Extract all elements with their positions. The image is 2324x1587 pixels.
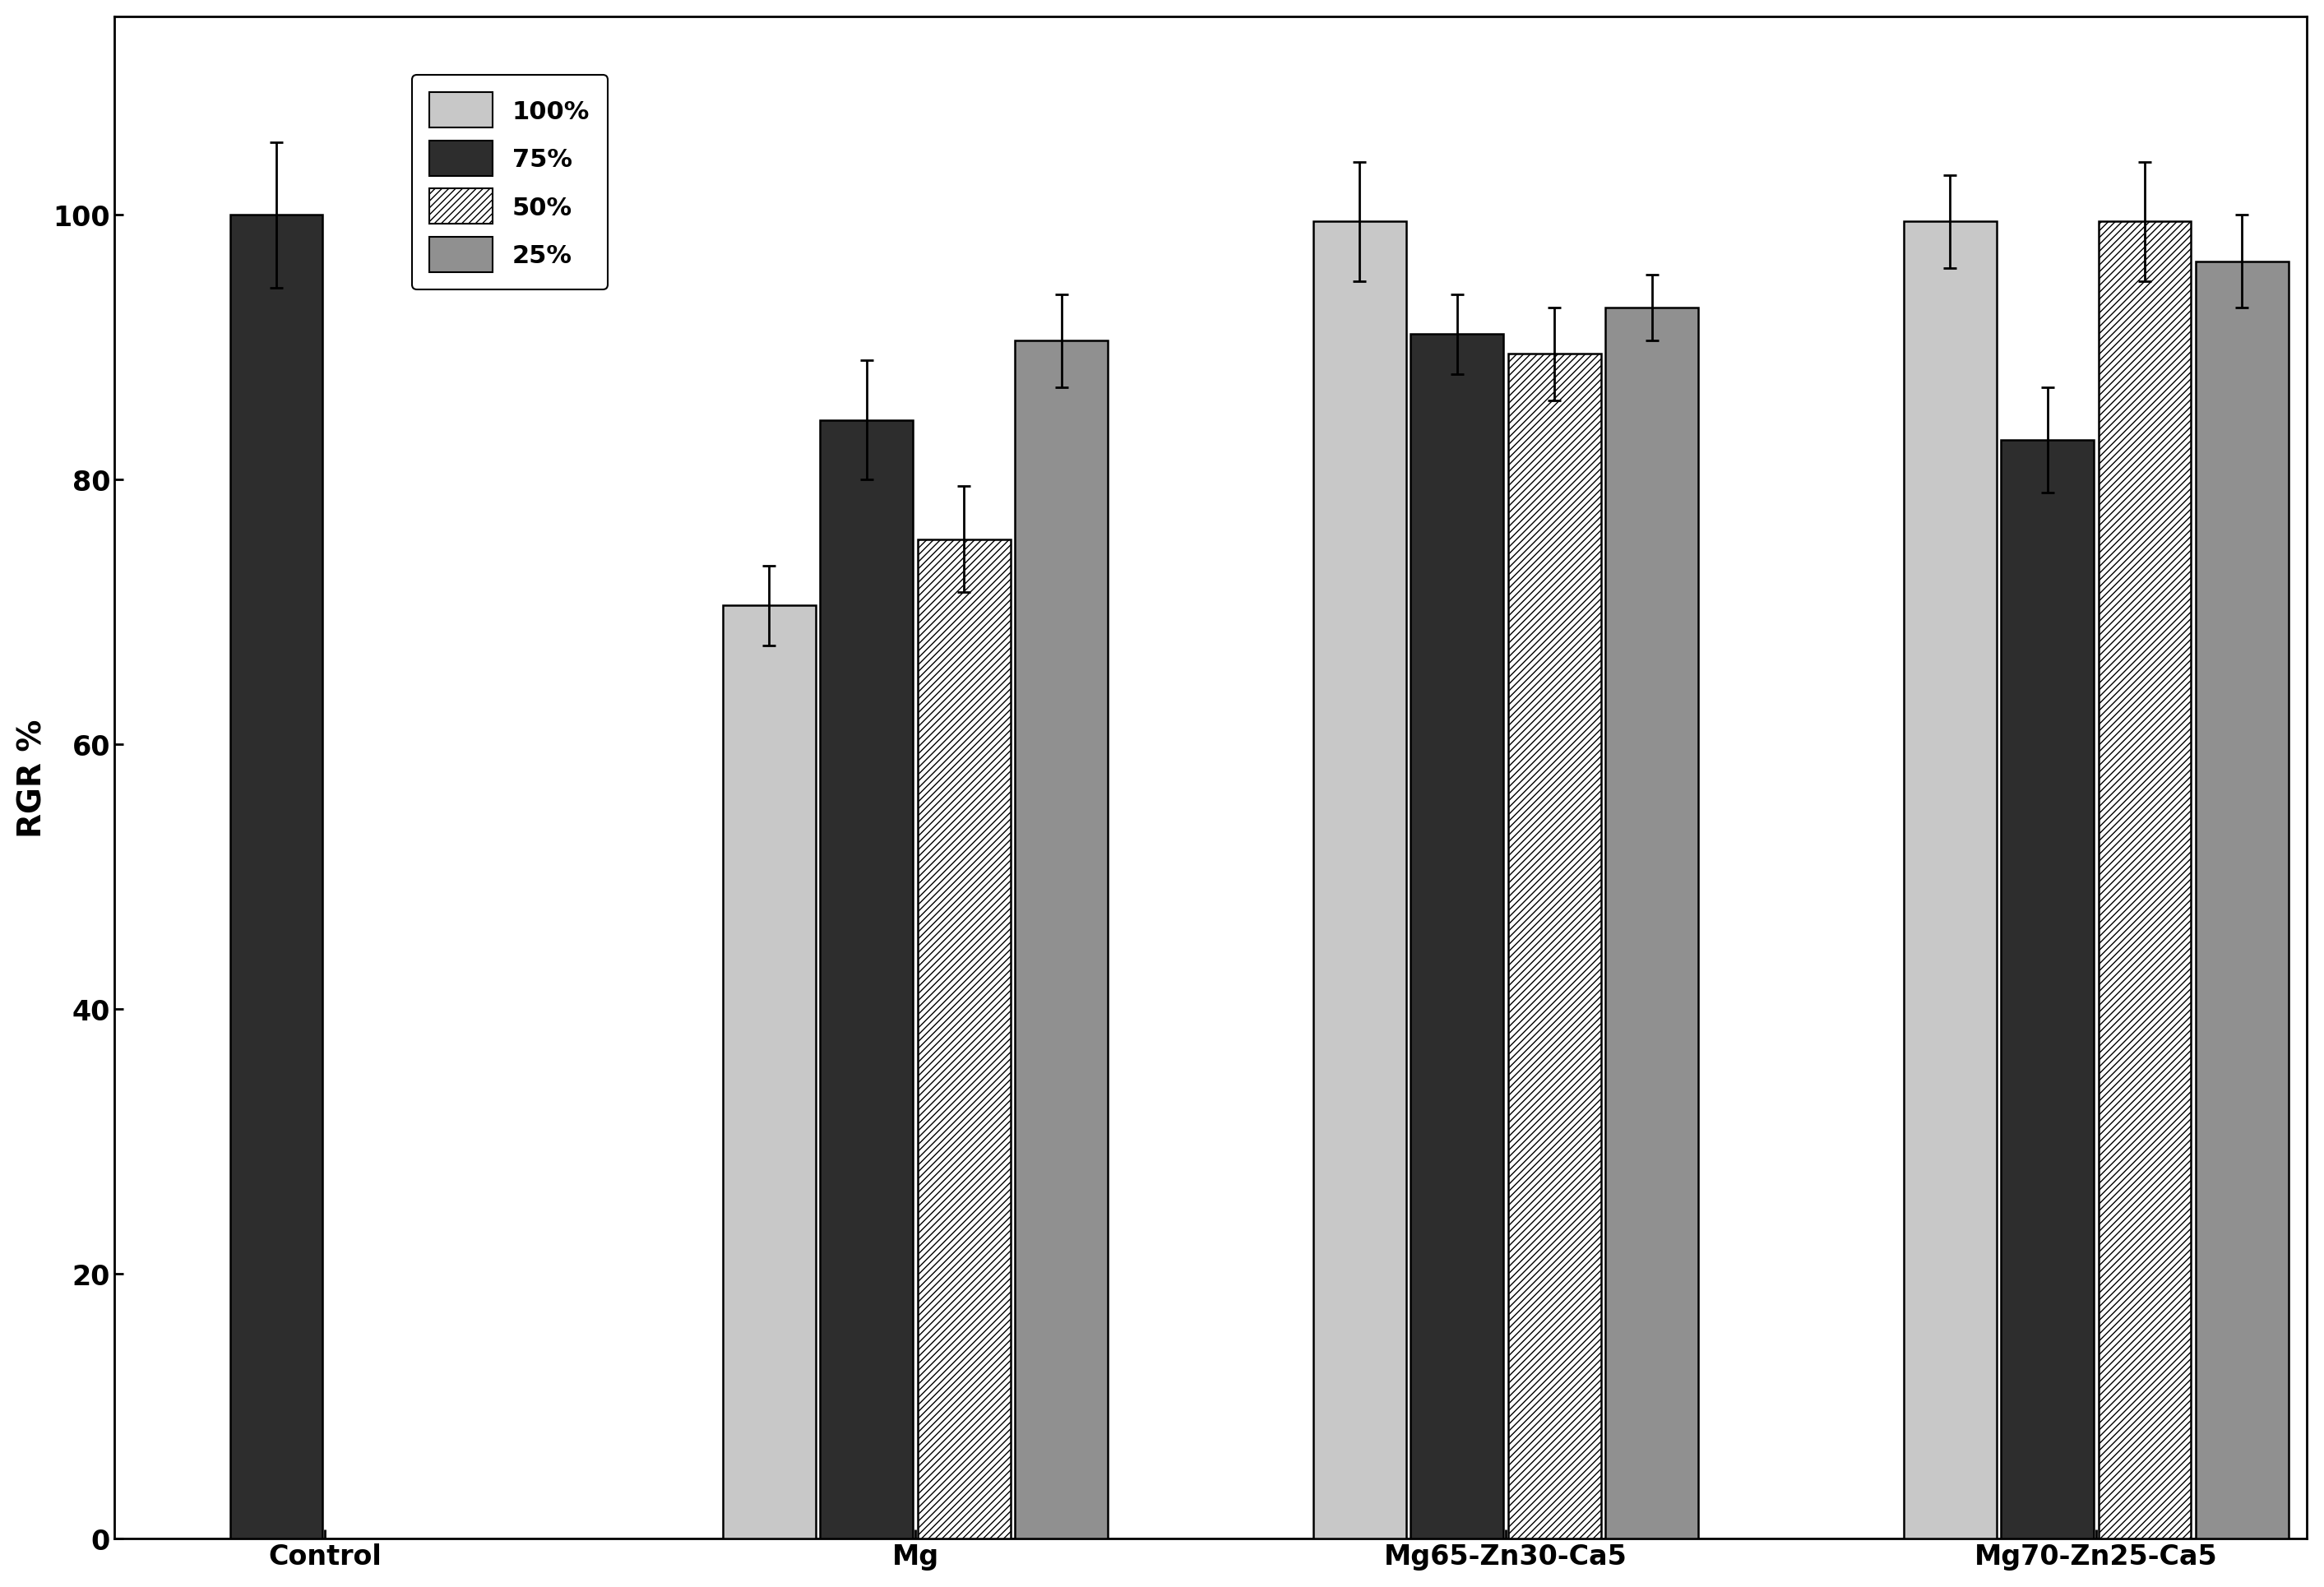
Bar xyxy=(1508,354,1601,1539)
Bar xyxy=(2001,441,2094,1539)
Bar xyxy=(1903,222,1996,1539)
Bar xyxy=(918,540,1011,1539)
Bar xyxy=(1411,335,1504,1539)
Bar xyxy=(820,421,913,1539)
Legend: 100%, 75%, 50%, 25%: 100%, 75%, 50%, 25% xyxy=(411,75,607,290)
Bar xyxy=(723,606,816,1539)
Bar xyxy=(2196,262,2289,1539)
Bar xyxy=(1313,222,1406,1539)
Bar xyxy=(230,216,323,1539)
Bar xyxy=(2099,222,2192,1539)
Y-axis label: RGR %: RGR % xyxy=(16,719,49,838)
Bar xyxy=(1606,308,1699,1539)
Bar xyxy=(1016,341,1109,1539)
